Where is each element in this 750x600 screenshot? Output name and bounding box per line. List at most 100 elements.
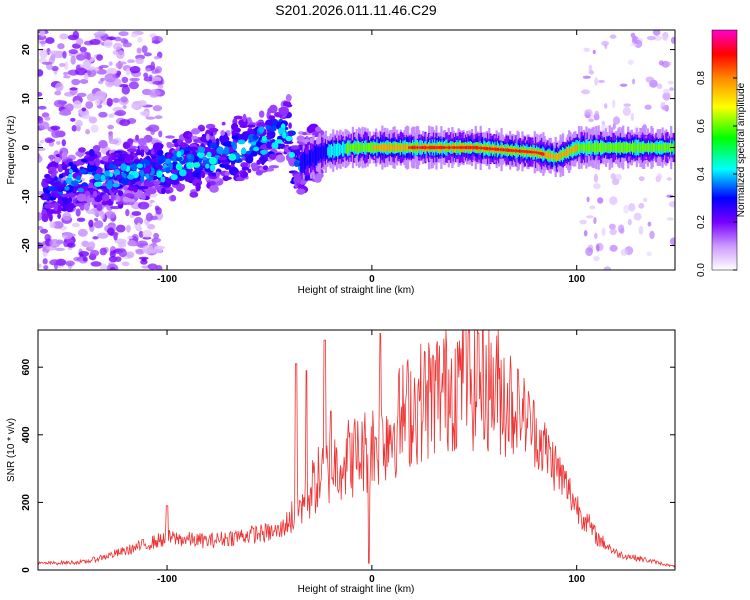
noise-blob bbox=[86, 93, 97, 102]
y-tick-label: 200 bbox=[21, 494, 32, 511]
ridge-spot bbox=[253, 146, 260, 152]
noise-blob bbox=[122, 42, 132, 48]
ridge-band bbox=[491, 147, 495, 151]
ridge-band bbox=[318, 146, 321, 161]
ridge-band bbox=[452, 146, 455, 149]
y-tick-label: 20 bbox=[21, 44, 32, 56]
ridge-band bbox=[560, 153, 563, 158]
noise-blob bbox=[612, 122, 616, 130]
ridge-band bbox=[450, 146, 453, 149]
noise-blob bbox=[68, 49, 79, 55]
ridge-band bbox=[446, 146, 449, 149]
ridge-band bbox=[325, 143, 329, 160]
snr-panel: -100 0 100 0 200 400 600 Height of straight li… bbox=[6, 329, 676, 595]
ridge-spot bbox=[209, 164, 216, 172]
ridge-band bbox=[441, 145, 444, 150]
scatter-blob bbox=[206, 133, 210, 141]
noise-blob bbox=[108, 138, 120, 145]
y-tick-label: 10 bbox=[21, 93, 32, 105]
ridge-band bbox=[531, 150, 534, 154]
scatter-blob bbox=[218, 156, 228, 161]
noise-blob bbox=[597, 197, 604, 204]
noise-blob bbox=[38, 105, 47, 110]
scatter-blob bbox=[193, 138, 200, 144]
scatter-blob bbox=[79, 205, 85, 211]
ridge-spot bbox=[237, 139, 246, 145]
scatter-blob bbox=[61, 151, 68, 160]
scatter-blob bbox=[57, 199, 63, 204]
noise-blob bbox=[593, 255, 600, 262]
ridge-band bbox=[434, 145, 437, 150]
ridge-band bbox=[564, 151, 567, 156]
scatter-blob bbox=[275, 154, 286, 163]
scatter-blob bbox=[113, 161, 124, 165]
ridge-band bbox=[345, 142, 348, 155]
scatter-blob bbox=[54, 157, 62, 163]
scatter-blob bbox=[242, 113, 247, 123]
x-tick-label: 100 bbox=[568, 574, 585, 585]
noise-blob bbox=[594, 77, 599, 86]
ridge-spot bbox=[265, 125, 271, 130]
ridge-band bbox=[364, 144, 367, 151]
noise-blob bbox=[38, 212, 43, 221]
ridge-band bbox=[405, 145, 409, 150]
ridge-band bbox=[584, 143, 587, 152]
scatter-blob bbox=[113, 154, 120, 158]
scatter-blob bbox=[215, 171, 220, 178]
scatter-blob bbox=[268, 153, 278, 160]
noise-blob bbox=[125, 68, 131, 76]
y-tick-label: 600 bbox=[21, 358, 32, 375]
scatter-blob bbox=[125, 160, 134, 164]
ridge-band bbox=[480, 146, 484, 150]
noise-blob bbox=[94, 67, 100, 72]
ridge-band bbox=[322, 145, 325, 160]
ridge-band bbox=[453, 145, 456, 150]
scatter-blob bbox=[143, 145, 149, 153]
ridge-band bbox=[370, 143, 373, 153]
scatter-blob bbox=[208, 127, 219, 133]
scatter-blob bbox=[222, 175, 230, 182]
ridge-band bbox=[520, 149, 523, 153]
scatter-blob bbox=[133, 158, 141, 165]
ridge-band bbox=[640, 144, 643, 152]
x-tick-label: -100 bbox=[157, 274, 177, 285]
ridge-band bbox=[306, 154, 309, 167]
ridge-band bbox=[360, 143, 363, 153]
noise-blob bbox=[670, 36, 675, 44]
scatter-blob bbox=[57, 213, 61, 219]
noise-blob bbox=[586, 215, 594, 219]
scatter-blob bbox=[223, 146, 230, 154]
ridge-band bbox=[380, 144, 383, 151]
scatter-blob bbox=[113, 150, 123, 154]
scatter-blob bbox=[268, 115, 276, 120]
scatter-blob bbox=[282, 100, 292, 108]
colorbar-gradient bbox=[712, 30, 737, 270]
noise-blob bbox=[609, 228, 617, 236]
ridge-band bbox=[416, 145, 420, 150]
noise-blob bbox=[610, 172, 616, 180]
noise-blob bbox=[76, 92, 87, 98]
ridge-band bbox=[517, 149, 520, 153]
ridge-band bbox=[580, 144, 583, 151]
noise-blob bbox=[600, 125, 609, 129]
noise-blob bbox=[623, 103, 631, 107]
snr-frame bbox=[37, 329, 676, 571]
ridge-band bbox=[575, 145, 578, 151]
scatter-blob bbox=[125, 154, 132, 161]
ridge-band bbox=[353, 143, 356, 152]
ridge-band bbox=[445, 146, 448, 149]
noise-blob bbox=[63, 75, 71, 79]
ridge-spot bbox=[261, 135, 267, 142]
noise-blob bbox=[38, 143, 42, 147]
ridge-band bbox=[400, 145, 404, 150]
ridge-band bbox=[469, 145, 472, 150]
ridge-band bbox=[489, 146, 492, 151]
noise-blob bbox=[150, 128, 156, 135]
ridge-band bbox=[577, 143, 581, 152]
noise-blob bbox=[152, 80, 164, 85]
ridge-spot bbox=[274, 139, 283, 144]
ridge-band bbox=[462, 146, 465, 149]
noise-blob bbox=[88, 219, 94, 228]
ridge-band bbox=[303, 150, 307, 173]
ridge-band bbox=[362, 143, 366, 152]
